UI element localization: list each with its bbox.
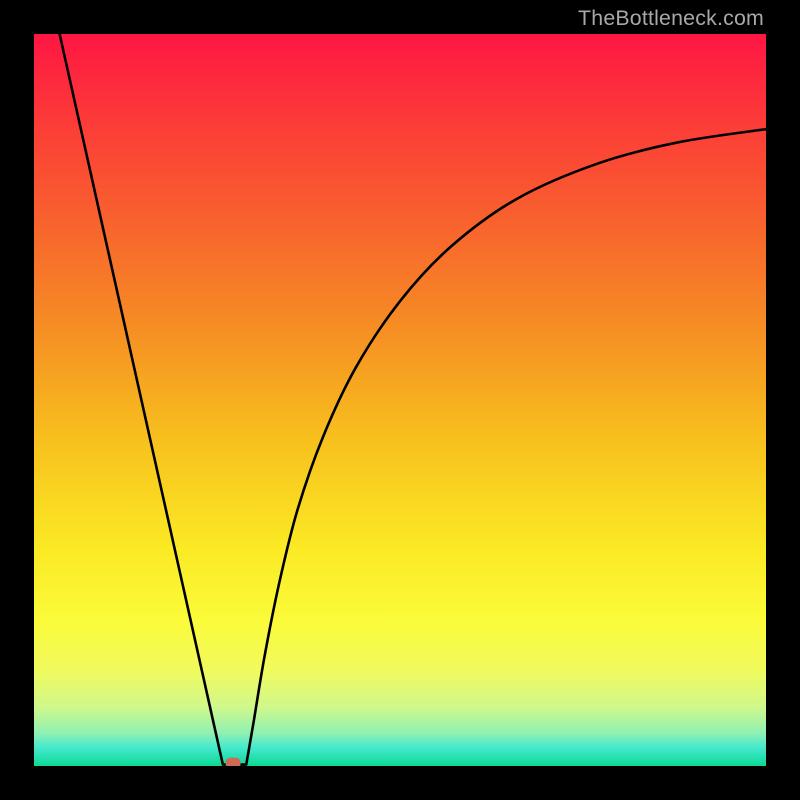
outer-frame bbox=[0, 0, 800, 800]
plot-area bbox=[34, 34, 766, 766]
notch-marker bbox=[226, 758, 241, 766]
curve-path bbox=[60, 34, 766, 765]
watermark-label: TheBottleneck.com bbox=[578, 6, 764, 31]
bottleneck-curve bbox=[34, 34, 766, 766]
